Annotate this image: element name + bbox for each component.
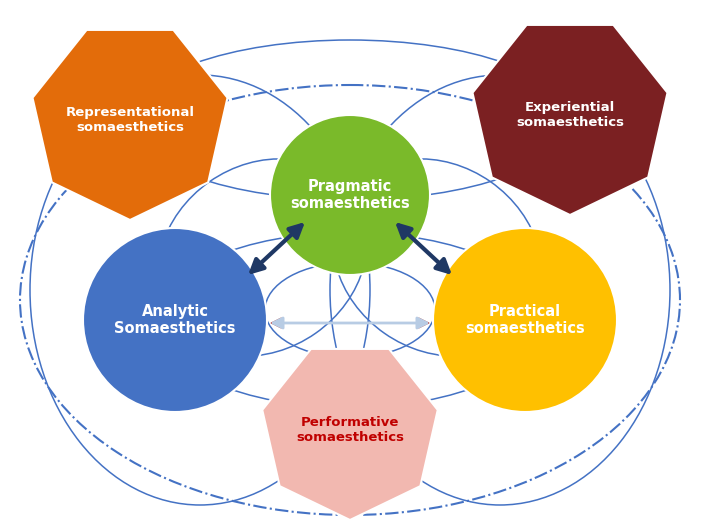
Circle shape [83,228,267,412]
Polygon shape [473,25,668,215]
Text: Pragmatic
somaesthetics: Pragmatic somaesthetics [290,179,410,211]
Text: Representational
somaesthetics: Representational somaesthetics [66,106,194,134]
Circle shape [433,228,617,412]
Polygon shape [262,349,438,520]
Text: Analytic
Somaesthetics: Analytic Somaesthetics [114,304,236,336]
Text: Practical
somaesthetics: Practical somaesthetics [465,304,585,336]
Text: Performative
somaesthetics: Performative somaesthetics [296,416,404,444]
Circle shape [270,115,430,275]
Polygon shape [33,30,228,220]
Text: Experiential
somaesthetics: Experiential somaesthetics [516,101,624,129]
